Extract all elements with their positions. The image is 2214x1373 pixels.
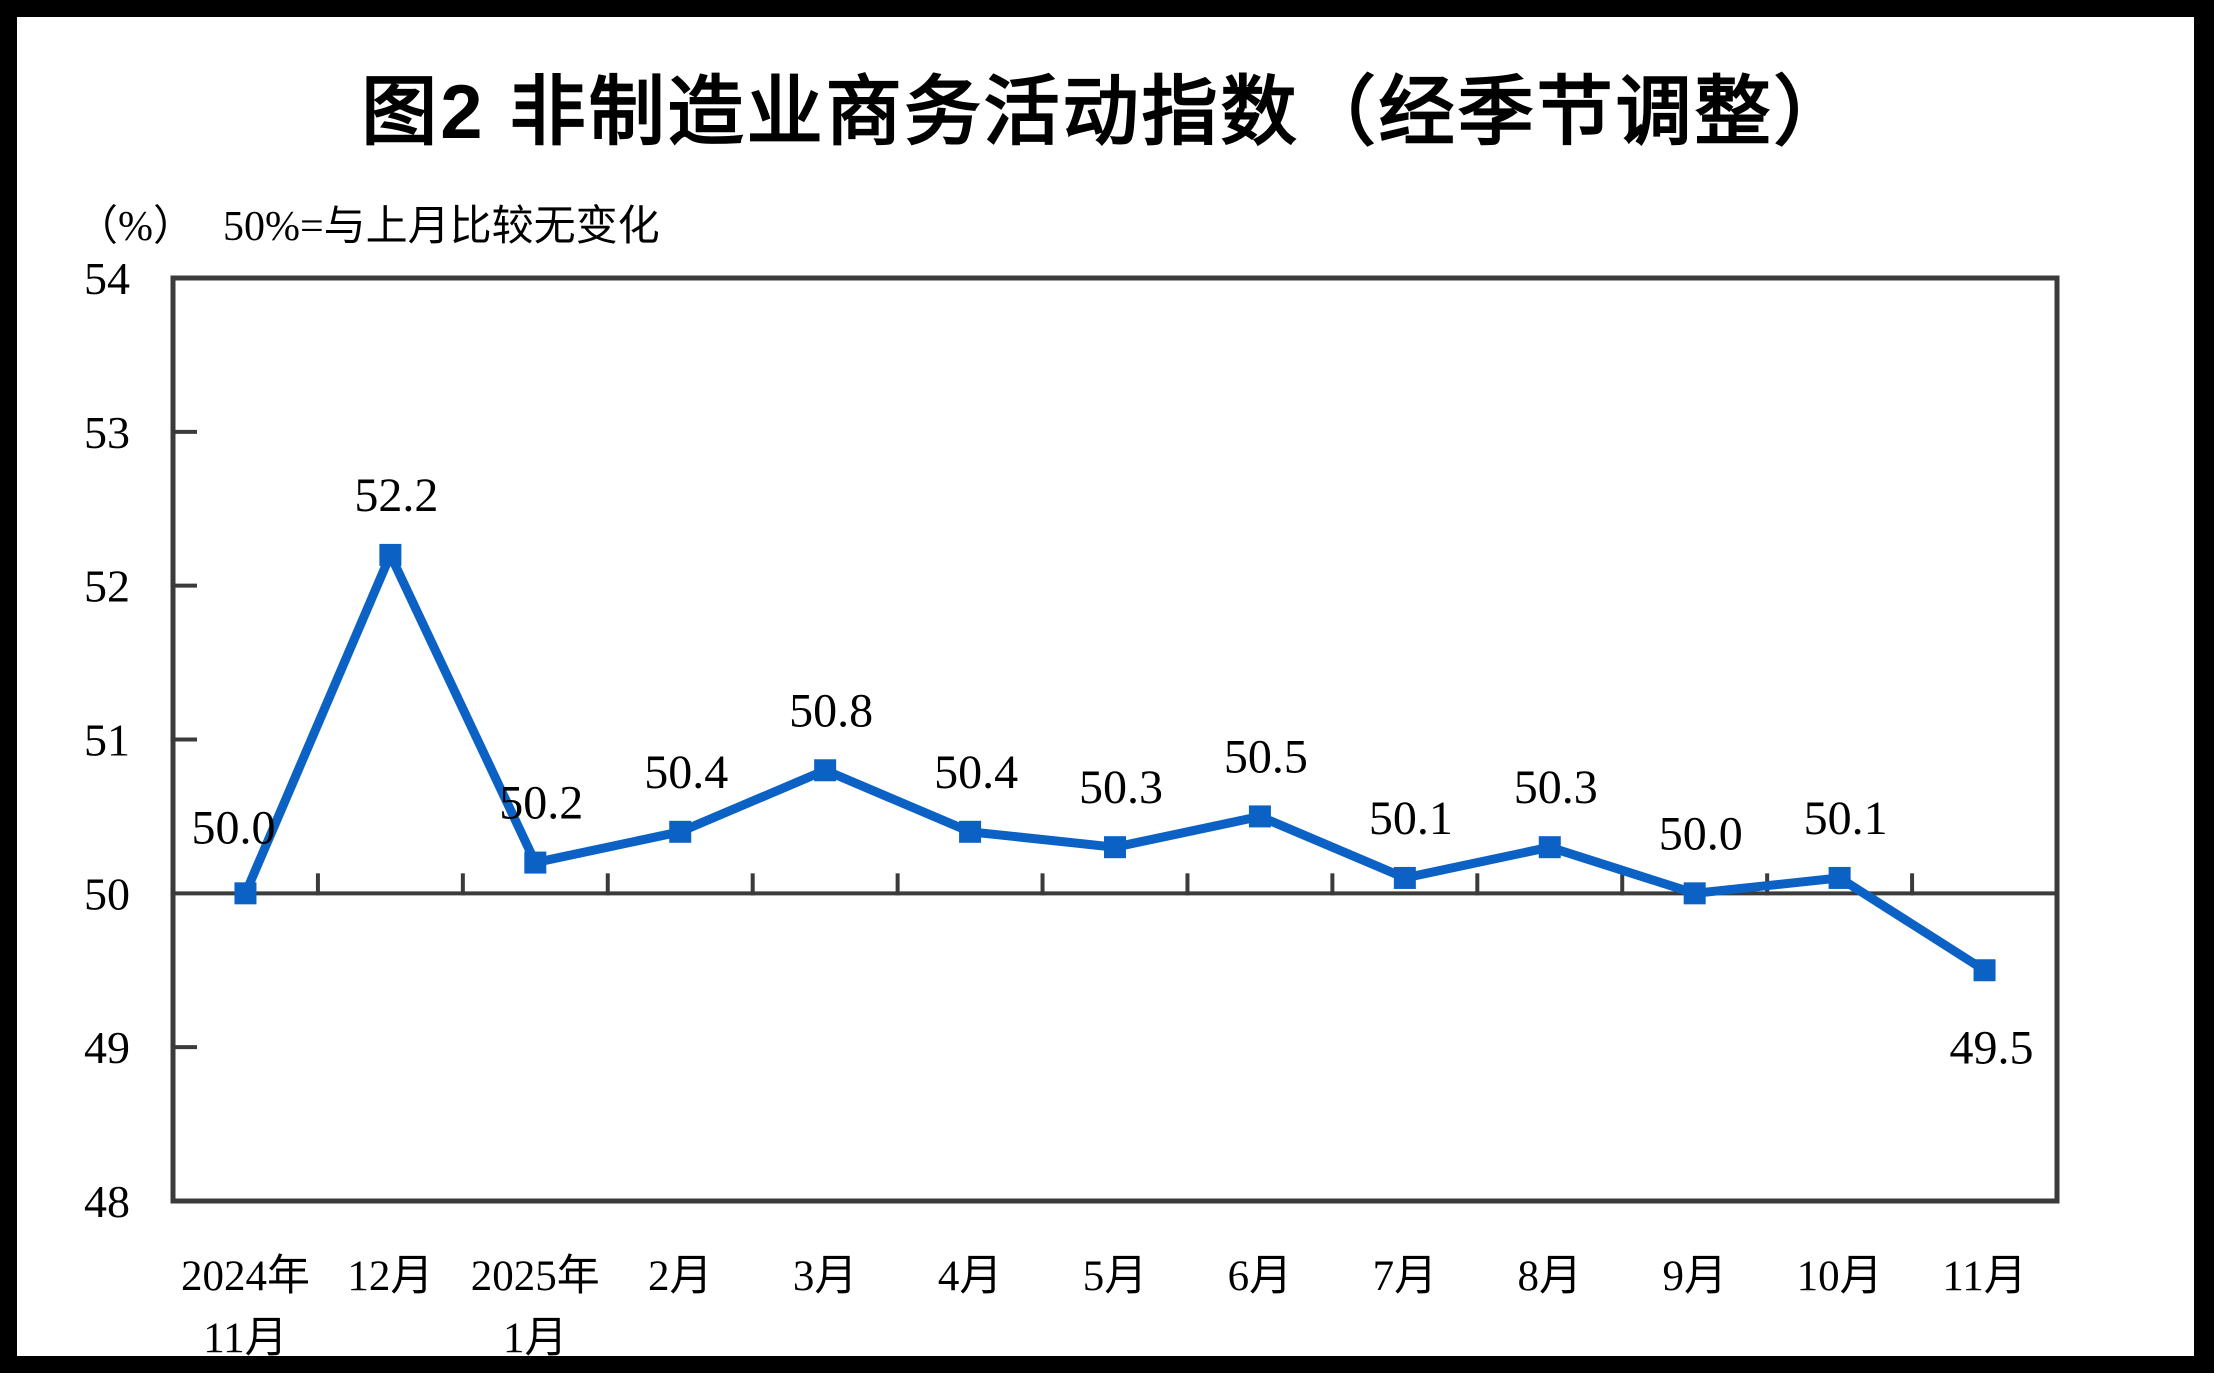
data-point-marker bbox=[1104, 836, 1126, 859]
reference-line-note: 50%=与上月比较无变化 bbox=[223, 204, 660, 250]
y-axis-tick-label: 49 bbox=[84, 1022, 130, 1073]
data-point-label: 49.5 bbox=[1950, 1021, 2034, 1074]
y-axis-tick-label: 50 bbox=[84, 868, 130, 919]
data-point-marker bbox=[1393, 866, 1416, 889]
data-point-marker bbox=[1973, 959, 1996, 982]
data-point-marker bbox=[669, 820, 692, 843]
x-axis-label: 4月 bbox=[938, 1253, 1003, 1300]
chart-title: 图2 非制造业商务活动指数（经季节调整） bbox=[361, 70, 1853, 155]
x-axis-label: 11月 bbox=[203, 1315, 287, 1362]
x-axis-label: 5月 bbox=[1083, 1253, 1148, 1300]
x-axis-label: 2月 bbox=[648, 1253, 713, 1300]
data-point-marker bbox=[1828, 866, 1851, 889]
data-point-label: 52.2 bbox=[354, 469, 438, 522]
x-axis-label: 11月 bbox=[1942, 1253, 2026, 1300]
x-axis-label: 2024年 bbox=[181, 1253, 310, 1300]
y-axis-unit-label: （%） bbox=[76, 204, 195, 250]
y-axis-tick-label: 51 bbox=[84, 715, 130, 766]
data-point-marker bbox=[1248, 805, 1271, 828]
data-point-label: 50.4 bbox=[934, 746, 1018, 799]
x-axis-label: 8月 bbox=[1518, 1253, 1583, 1300]
data-point-marker bbox=[1683, 882, 1706, 905]
x-axis-label: 1月 bbox=[503, 1315, 568, 1362]
data-point-label: 50.4 bbox=[644, 746, 728, 799]
chart-background bbox=[17, 17, 2194, 1356]
data-point-label: 50.3 bbox=[1079, 761, 1163, 814]
data-point-label: 50.1 bbox=[1804, 792, 1888, 845]
data-point-marker bbox=[234, 882, 257, 905]
x-axis-label: 2025年 bbox=[471, 1253, 600, 1300]
axis-unit-note: （%） 50%=与上月比较无变化 bbox=[76, 192, 660, 253]
y-axis-tick-label: 54 bbox=[84, 253, 130, 304]
x-axis-label: 9月 bbox=[1662, 1253, 1727, 1300]
data-point-marker bbox=[524, 851, 547, 874]
data-point-label: 50.2 bbox=[499, 777, 583, 830]
x-axis-label: 7月 bbox=[1373, 1253, 1438, 1300]
y-axis-tick-label: 48 bbox=[84, 1176, 130, 1227]
data-point-marker bbox=[379, 543, 402, 566]
plot-frame bbox=[170, 275, 2060, 1204]
data-point-marker bbox=[814, 759, 837, 782]
x-axis-label: 12月 bbox=[347, 1253, 433, 1300]
data-point-marker bbox=[959, 820, 982, 843]
data-point-marker bbox=[1538, 836, 1561, 859]
x-axis-label: 3月 bbox=[793, 1253, 858, 1300]
data-point-label: 50.3 bbox=[1514, 761, 1598, 814]
y-axis-tick-label: 52 bbox=[84, 561, 130, 612]
data-point-label: 50.0 bbox=[191, 801, 275, 854]
x-axis-label: 10月 bbox=[1797, 1253, 1883, 1300]
x-axis-label: 6月 bbox=[1228, 1253, 1293, 1300]
y-axis-tick-label: 53 bbox=[84, 407, 130, 458]
data-point-label: 50.8 bbox=[789, 684, 873, 737]
data-point-label: 50.0 bbox=[1659, 807, 1743, 860]
data-point-label: 50.1 bbox=[1369, 792, 1453, 845]
data-point-label: 50.5 bbox=[1224, 730, 1308, 783]
